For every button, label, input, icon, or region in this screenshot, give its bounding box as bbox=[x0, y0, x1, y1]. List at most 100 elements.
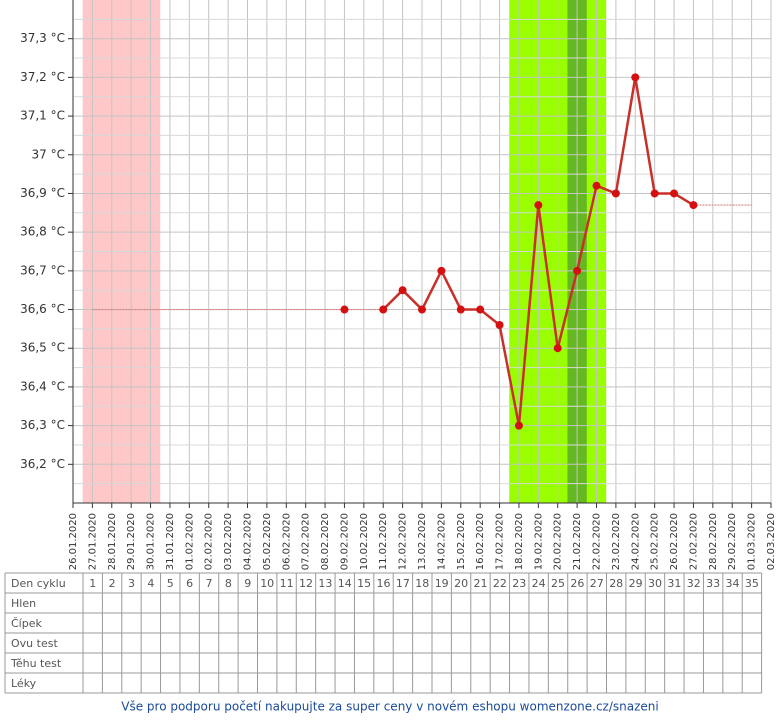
cycle-day: 3 bbox=[128, 577, 135, 590]
y-tick-label: 37 °C bbox=[32, 147, 65, 161]
x-tick-label: 01.02.2020 bbox=[184, 513, 195, 570]
row-label: Čípek bbox=[11, 617, 42, 630]
cycle-day: 14 bbox=[338, 577, 352, 590]
cycle-day: 6 bbox=[186, 577, 193, 590]
cycle-day: 27 bbox=[590, 577, 604, 590]
temperature-point bbox=[514, 421, 523, 430]
temperature-point bbox=[495, 321, 504, 330]
x-tick-label: 06.02.2020 bbox=[281, 513, 292, 570]
cycle-day: 11 bbox=[280, 577, 294, 590]
y-tick-label: 37,1 °C bbox=[20, 109, 65, 123]
x-tick-label: 13.02.2020 bbox=[417, 513, 428, 570]
cycle-day: 18 bbox=[415, 577, 429, 590]
y-tick-label: 36,2 °C bbox=[20, 457, 65, 471]
y-tick-label: 37,2 °C bbox=[20, 70, 65, 84]
temperature-point bbox=[670, 189, 679, 198]
y-tick-label: 36,3 °C bbox=[20, 418, 65, 432]
cycle-day: 33 bbox=[706, 577, 720, 590]
x-tick-label: 08.02.2020 bbox=[320, 513, 331, 570]
temperature-point bbox=[592, 181, 601, 190]
x-tick-label: 04.02.2020 bbox=[243, 513, 254, 570]
temperature-point bbox=[418, 305, 426, 314]
x-tick-label: 03.02.2020 bbox=[223, 513, 234, 570]
cycle-day: 16 bbox=[377, 577, 391, 590]
cycle-day: 13 bbox=[318, 577, 332, 590]
temperature-point bbox=[340, 305, 349, 314]
cycle-day: 9 bbox=[244, 577, 251, 590]
x-tick-label: 25.02.2020 bbox=[650, 513, 661, 570]
cycle-day: 30 bbox=[648, 577, 662, 590]
y-tick-label: 36,7 °C bbox=[20, 263, 65, 277]
x-tick-label: 29.01.2020 bbox=[126, 513, 137, 570]
x-tick-label: 28.02.2020 bbox=[708, 513, 719, 570]
x-tick-label: 22.02.2020 bbox=[592, 513, 603, 570]
cycle-day: 7 bbox=[206, 577, 213, 590]
x-tick-label: 27.02.2020 bbox=[688, 513, 699, 570]
temperature-point bbox=[573, 266, 582, 275]
cycle-day: 12 bbox=[299, 577, 313, 590]
x-tick-label: 18.02.2020 bbox=[514, 513, 525, 570]
temperature-point bbox=[379, 305, 388, 314]
y-tick-label: 36,9 °C bbox=[20, 186, 65, 200]
cycle-day: 15 bbox=[357, 577, 371, 590]
cycle-day: 17 bbox=[396, 577, 410, 590]
x-tick-label: 30.01.2020 bbox=[146, 513, 157, 570]
cycle-day: 26 bbox=[570, 577, 584, 590]
temperature-point bbox=[398, 286, 407, 295]
x-tick-label: 28.01.2020 bbox=[107, 513, 118, 570]
cycle-day: 20 bbox=[454, 577, 468, 590]
x-tick-label: 29.02.2020 bbox=[727, 513, 738, 570]
x-tick-label: 20.02.2020 bbox=[553, 513, 564, 570]
temperature-point bbox=[456, 305, 465, 314]
y-tick-label: 37,3 °C bbox=[20, 31, 65, 45]
y-tick-label: 36,8 °C bbox=[20, 225, 65, 239]
x-tick-label: 05.02.2020 bbox=[262, 513, 273, 570]
cycle-day: 29 bbox=[629, 577, 643, 590]
x-tick-label: 21.02.2020 bbox=[572, 513, 583, 570]
x-tick-label: 16.02.2020 bbox=[475, 513, 486, 570]
temperature-point bbox=[476, 305, 485, 314]
x-tick-label: 12.02.2020 bbox=[398, 513, 409, 570]
cycle-day: 23 bbox=[512, 577, 526, 590]
shop-link[interactable]: Vše pro podporu početí nakupujte za supe… bbox=[121, 700, 658, 714]
x-tick-label: 14.02.2020 bbox=[436, 513, 447, 570]
temperature-point bbox=[689, 201, 698, 210]
cycle-day: 32 bbox=[687, 577, 701, 590]
row-label: Těhu test bbox=[10, 657, 62, 670]
x-tick-label: 19.02.2020 bbox=[533, 513, 544, 570]
cycle-day: 8 bbox=[225, 577, 232, 590]
cycle-day: 34 bbox=[726, 577, 740, 590]
row-label: Léky bbox=[11, 677, 37, 690]
y-tick-label: 36,5 °C bbox=[20, 341, 65, 355]
row-label: Hlen bbox=[11, 597, 36, 610]
cycle-day: 28 bbox=[609, 577, 623, 590]
y-tick-label: 36,4 °C bbox=[20, 379, 65, 393]
x-tick-label: 09.02.2020 bbox=[339, 513, 350, 570]
x-tick-label: 24.02.2020 bbox=[630, 513, 641, 570]
x-tick-label: 10.02.2020 bbox=[359, 513, 370, 570]
temperature-point bbox=[553, 344, 562, 353]
cycle-day: 25 bbox=[551, 577, 565, 590]
x-tick-label: 15.02.2020 bbox=[456, 513, 467, 570]
cycle-day: 22 bbox=[493, 577, 507, 590]
x-tick-label: 11.02.2020 bbox=[378, 513, 389, 570]
temperature-point bbox=[534, 201, 543, 210]
x-tick-label: 02.02.2020 bbox=[204, 513, 215, 570]
temperature-point bbox=[611, 189, 620, 198]
x-tick-label: 27.01.2020 bbox=[87, 513, 98, 570]
cycle-day: 19 bbox=[435, 577, 449, 590]
cycle-day: 5 bbox=[167, 577, 174, 590]
cycle-day: 4 bbox=[147, 577, 154, 590]
cycle-day: 24 bbox=[532, 577, 546, 590]
cycle-day: 21 bbox=[473, 577, 487, 590]
x-tick-label: 17.02.2020 bbox=[495, 513, 506, 570]
x-tick-label: 07.02.2020 bbox=[301, 513, 312, 570]
temperature-point bbox=[650, 189, 659, 198]
cycle-day: 35 bbox=[745, 577, 759, 590]
x-tick-label: 31.01.2020 bbox=[165, 513, 176, 570]
cycle-day: 1 bbox=[89, 577, 96, 590]
x-tick-label: 23.02.2020 bbox=[611, 513, 622, 570]
cycle-day: 2 bbox=[109, 577, 116, 590]
cycle-day: 10 bbox=[260, 577, 274, 590]
